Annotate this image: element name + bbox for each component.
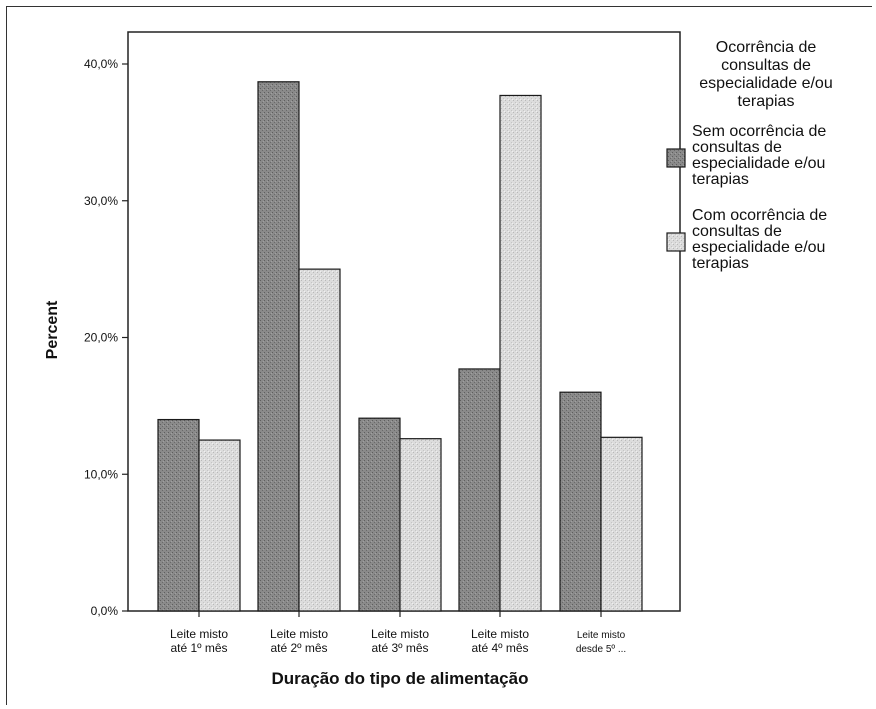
x-tick-label: desde 5º ... [576, 644, 626, 655]
y-tick-label: 0,0% [91, 604, 119, 618]
y-axis-label: Percent [44, 300, 61, 359]
legend-label: especialidade e/ou [692, 239, 825, 256]
legend-title: Ocorrência de [716, 39, 817, 56]
x-tick-label: Leite misto [577, 630, 626, 641]
x-tick-label: até 4º mês [471, 641, 528, 655]
bar-com-5 [600, 436, 643, 612]
legend-swatch-com [666, 232, 686, 252]
bar-sem-2 [257, 81, 300, 612]
x-tick-label: Leite misto [371, 627, 429, 641]
legend-label: terapias [692, 171, 749, 188]
y-tick-label: 30,0% [84, 194, 118, 208]
legend-label: consultas de [692, 223, 782, 240]
legend-title: terapias [738, 93, 795, 110]
legend-swatch-sem [666, 148, 686, 168]
bars [157, 81, 643, 612]
bar-sem-5 [559, 391, 602, 612]
legend-label: consultas de [692, 139, 782, 156]
y-tick-label: 40,0% [84, 57, 118, 71]
bar-sem-4 [458, 368, 501, 612]
x-tick-label: até 3º mês [371, 641, 428, 655]
bar-com-3 [399, 438, 442, 612]
bar-com-2 [298, 268, 341, 612]
legend-label: especialidade e/ou [692, 155, 825, 172]
y-tick-label: 20,0% [84, 331, 118, 345]
x-tick-label: até 2º mês [270, 641, 327, 655]
legend-title: consultas de [721, 57, 811, 74]
legend-label: Com ocorrência de [692, 207, 827, 224]
y-axis: 0,0% 10,0% 20,0% 30,0% 40,0% [84, 57, 128, 618]
legend-label: terapias [692, 255, 749, 272]
x-tick-label: Leite misto [170, 627, 228, 641]
legend-title: especialidade e/ou [699, 75, 832, 92]
x-tick-label: até 1º mês [170, 641, 227, 655]
bar-sem-1 [157, 418, 200, 612]
y-tick-label: 10,0% [84, 467, 118, 481]
page-frame [6, 6, 872, 705]
x-tick-label: Leite misto [270, 627, 328, 641]
legend-label: Sem ocorrência de [692, 123, 826, 140]
bar-sem-3 [358, 417, 401, 612]
bar-com-4 [499, 94, 542, 612]
x-axis-label: Duração do tipo de alimentação [272, 669, 529, 688]
bar-com-1 [198, 439, 241, 612]
x-tick-label: Leite misto [471, 627, 529, 641]
